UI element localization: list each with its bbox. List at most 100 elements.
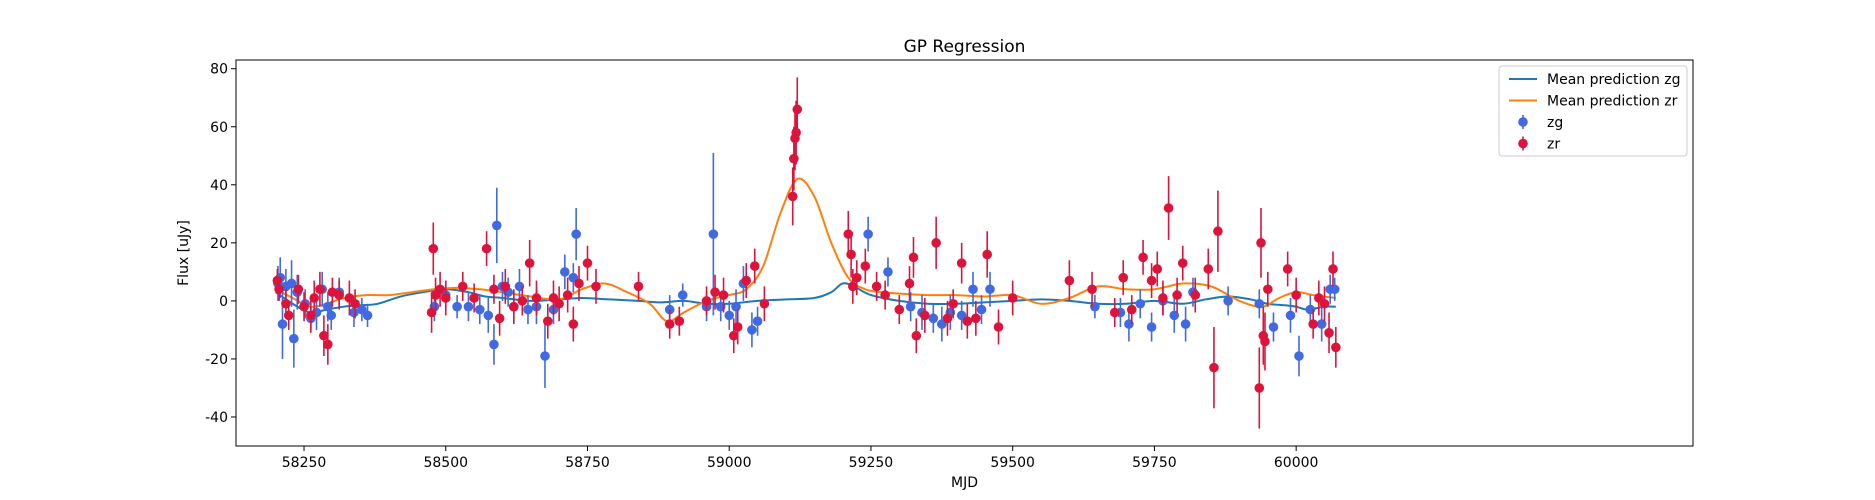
data-point-zg <box>863 229 873 239</box>
data-point-zr <box>860 261 871 271</box>
y-axis-ticks: -40 -20 0 20 40 60 80 <box>205 62 236 426</box>
data-point-zg <box>1329 284 1340 295</box>
data-point-zr <box>846 249 856 260</box>
data-point-zr <box>1172 290 1182 300</box>
y-tick-label: 0 <box>219 294 228 310</box>
mean-lines <box>275 177 1336 323</box>
data-point-zg <box>1146 322 1157 332</box>
mean-line-zr <box>275 177 1336 323</box>
data-point-zr <box>1007 293 1018 303</box>
data-point-zg <box>362 310 373 321</box>
chart-title: GP Regression <box>904 37 1026 57</box>
data-point-zr <box>315 284 325 295</box>
data-point-zr <box>435 284 445 295</box>
data-point-zg <box>1268 322 1279 332</box>
data-point-zr <box>1209 362 1219 373</box>
legend: Mean prediction zg Mean prediction zr zg zr <box>1498 65 1688 157</box>
plot-area <box>235 59 1694 447</box>
legend-entry-label: zr <box>1547 137 1560 153</box>
data-point-zr <box>633 281 644 292</box>
data-point-zg <box>1316 319 1327 329</box>
data-point-zr <box>1146 275 1157 286</box>
data-point-zr <box>1177 258 1188 268</box>
x-tick-label: 59500 <box>990 455 1035 471</box>
data-point-zr <box>1118 272 1129 283</box>
data-point-zr <box>1263 284 1273 295</box>
data-point-zg <box>928 313 939 324</box>
data-point-zg <box>326 310 337 321</box>
data-point-zg <box>1223 296 1233 306</box>
data-point-zg <box>708 229 719 239</box>
data-point-zr <box>283 310 294 321</box>
data-point-zr <box>508 301 519 312</box>
data-point-zr <box>574 278 584 289</box>
data-point-zg <box>540 351 550 361</box>
x-tick-label: 59000 <box>707 455 752 471</box>
data-point-zg <box>976 304 987 315</box>
y-tick-label: 60 <box>210 120 228 136</box>
data-point-zr <box>759 298 770 309</box>
data-point-zr <box>543 316 553 327</box>
data-point-zr <box>274 284 284 295</box>
x-tick-label: 59750 <box>1132 455 1177 471</box>
data-point-zg <box>883 267 893 277</box>
data-point-zr <box>323 339 333 350</box>
data-point-zr <box>524 258 535 268</box>
data-point-zg <box>286 278 297 289</box>
data-point-zr <box>1190 290 1201 300</box>
data-point-zr <box>1126 304 1137 315</box>
data-point-zg <box>1294 351 1304 361</box>
data-point-zg <box>349 307 359 318</box>
data-point-zg <box>905 301 916 312</box>
data-point-zr <box>920 310 930 321</box>
data-point-zg <box>985 284 995 295</box>
data-point-zg <box>560 267 570 277</box>
data-point-zr <box>489 284 499 295</box>
x-axis-label: MJD <box>951 475 978 491</box>
data-point-zr <box>792 104 803 115</box>
data-point-zg <box>523 304 533 315</box>
data-point-zr <box>982 249 992 260</box>
y-tick-label: 80 <box>210 62 228 78</box>
legend-box <box>1498 65 1688 157</box>
data-point-zr <box>787 191 798 202</box>
data-point-zr <box>942 313 953 324</box>
data-point-zr <box>664 319 675 329</box>
data-point-zr <box>1138 252 1148 263</box>
legend-marker-swatch <box>1518 117 1528 127</box>
data-point-zr <box>1331 342 1341 353</box>
data-point-zr <box>272 275 283 286</box>
data-point-zg <box>489 339 499 350</box>
data-point-zg <box>474 304 485 315</box>
data-point-zr <box>741 275 752 286</box>
data-point-zr <box>701 296 712 306</box>
data-point-zr <box>299 301 309 312</box>
data-point-zr <box>728 330 739 341</box>
data-point-zr <box>517 296 528 306</box>
data-point-zr <box>1319 298 1330 309</box>
data-point-zr <box>911 330 922 341</box>
data-point-zr <box>789 153 799 164</box>
data-point-zg <box>1169 310 1180 321</box>
legend-entry-label: zg <box>1547 115 1563 131</box>
data-point-zr <box>1163 203 1174 213</box>
data-point-zr <box>481 243 492 254</box>
data-point-zg <box>491 220 502 231</box>
x-tick-label: 58250 <box>282 455 327 471</box>
data-point-zr <box>674 316 685 327</box>
data-point-zr <box>494 313 505 324</box>
data-point-zr <box>554 298 564 309</box>
data-point-zg <box>1254 298 1265 309</box>
data-point-zg <box>483 310 494 321</box>
data-point-zr <box>880 290 890 300</box>
data-point-zr <box>1324 328 1334 338</box>
data-point-zr <box>562 290 573 300</box>
data-point-zr <box>1158 293 1168 303</box>
data-point-zr <box>931 238 941 248</box>
y-axis-label: Flux [uJy] <box>176 220 192 286</box>
data-point-zg <box>1180 319 1191 329</box>
data-point-zr <box>710 287 720 297</box>
data-point-zg <box>724 310 735 321</box>
data-point-zr <box>749 261 760 271</box>
